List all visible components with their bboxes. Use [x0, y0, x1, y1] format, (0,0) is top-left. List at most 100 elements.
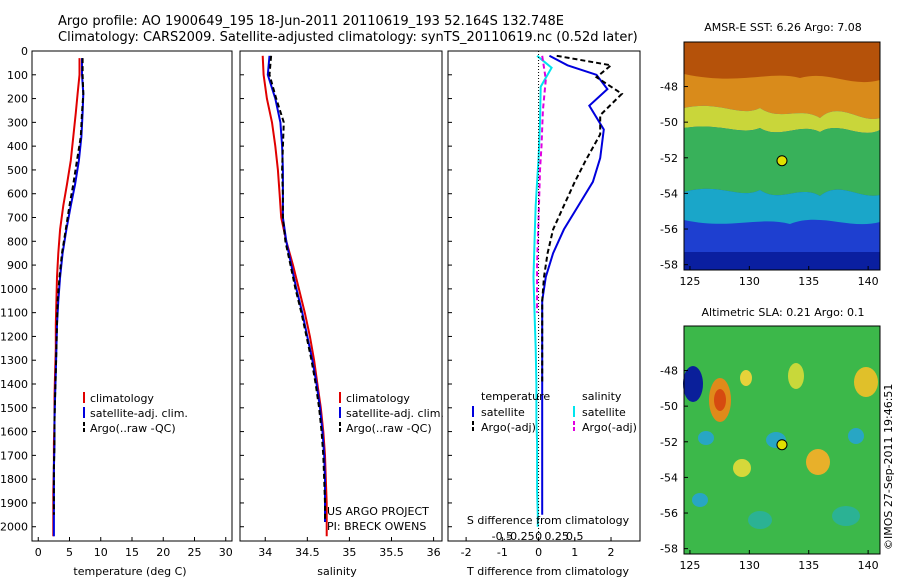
sst-warmest-band [684, 42, 880, 83]
depth-tick-label: 1200 [0, 330, 28, 343]
depth-tick-label: 400 [7, 140, 28, 153]
series-line-salinity-satellite [532, 55, 553, 527]
depth-tick-label: 800 [7, 235, 28, 248]
credit-stamp: ©IMOS 27-Sep-2011 19:46:51 [882, 384, 895, 550]
depth-tick-labels: 0 100 200 300 400 500 600 700 800 900 1000 1100 1200… [0, 45, 452, 534]
map-y-tick-label: -54 [660, 187, 678, 200]
temperature-series [52, 58, 85, 537]
sla-teal-eddy [748, 511, 772, 529]
x-tick-label: 10 [94, 546, 108, 559]
map-y-tick-label: -50 [660, 400, 678, 413]
map-y-tick-label: -48 [660, 81, 678, 94]
s-tick-label: 0 [535, 530, 542, 543]
temperature-ticks: 0 5 10 15 20 25 30 [35, 537, 233, 559]
x-tick-label: 34 [258, 546, 272, 559]
sla-low-anomaly [683, 366, 703, 402]
x-tick-label: 2 [608, 546, 615, 559]
map-y-tick-label: -58 [660, 543, 678, 556]
depth-tick-label: 1500 [0, 402, 28, 415]
map-y-tick-label: -48 [660, 365, 678, 378]
depth-tick-label: 1300 [0, 354, 28, 367]
sst-cold-band [684, 252, 880, 270]
map-y-tick-label: -52 [660, 436, 678, 449]
legend-label-climatology: climatology [346, 392, 410, 405]
legend-label-sal-argo: Argo(-adj) [582, 421, 637, 434]
sla-map-frame [683, 325, 881, 555]
salinity-ticks: 34 34.5 35 35.5 36 [258, 537, 441, 559]
series-line-argo-raw-qc- [268, 55, 326, 522]
series-line-climatology [261, 55, 328, 537]
map-x-tick-label: 135 [798, 559, 819, 572]
difference-series [532, 54, 624, 527]
s-tick-label: -0.5 [492, 530, 513, 543]
sst-float-marker [776, 155, 788, 167]
sla-map-title: Altimetric SLA: 0.21 Argo: 0.1 [701, 306, 864, 319]
map-y-tick-label: -56 [660, 507, 678, 520]
map-y-tick-label: -58 [660, 259, 678, 272]
sst-map-title: AMSR-E SST: 6.26 Argo: 7.08 [704, 21, 862, 34]
difference-xlabel2: S difference from climatology [467, 514, 630, 527]
depth-tick-label: 1800 [0, 473, 28, 486]
figure-title-line2: Climatology: CARS2009. Satellite-adjuste… [58, 30, 638, 45]
legend-label-satellite: satellite-adj. clim. [90, 407, 188, 420]
x-tick-label: 35 [342, 546, 356, 559]
depth-tick-label: 200 [7, 93, 28, 106]
sla-teal-eddy [832, 506, 860, 526]
difference-ticks: -2 -1 0 1 2 -0.5-0.25 0 0.250.5 [461, 530, 615, 559]
sst-map [683, 41, 881, 271]
depth-tick-label: 2000 [0, 521, 28, 534]
depth-tick-label: 1600 [0, 426, 28, 439]
s-tick-label: 0.25 [544, 530, 569, 543]
depth-tick-label: 1400 [0, 378, 28, 391]
sla-map [683, 325, 881, 555]
salinity-series [261, 55, 328, 537]
legend-title-salinity: salinity [582, 390, 622, 403]
legend-label-argo: Argo(..raw -QC) [90, 422, 176, 435]
map-x-tick-label: 125 [679, 559, 700, 572]
series-line-temperature-argo-adj- [541, 54, 624, 384]
x-tick-label: 25 [188, 546, 202, 559]
x-tick-label: 36 [427, 546, 441, 559]
sla-yellow-eddy [788, 363, 804, 389]
x-tick-label: 15 [125, 546, 139, 559]
map-y-tick-label: -54 [660, 471, 678, 484]
legend-label-temp-argo: Argo(-adj) [481, 421, 536, 434]
sst-cyan-band [684, 188, 880, 225]
sla-cyan-eddy [692, 493, 708, 507]
sla-orange-eddy [806, 449, 830, 475]
depth-tick-label: 500 [7, 164, 28, 177]
depth-tick-label: 1900 [0, 497, 28, 510]
sla-high-core [714, 389, 726, 411]
depth-tick-label: 700 [7, 212, 28, 225]
legend-label-argo: Argo(..raw -QC) [346, 422, 432, 435]
depth-tick-label: 1000 [0, 283, 28, 296]
series-line-salinity-argo-adj- [536, 55, 547, 313]
series-line-argo-raw-qc- [52, 58, 85, 515]
depth-tick-label: 300 [7, 116, 28, 129]
map-x-tick-label: 130 [739, 559, 760, 572]
difference-panel-frame [447, 50, 641, 542]
x-tick-label: 5 [66, 546, 73, 559]
difference-xlabel: T difference from climatology [466, 565, 629, 578]
sla-cyan-eddy [698, 431, 714, 445]
depth-tick-label: 600 [7, 188, 28, 201]
map-y-tick-label: -50 [660, 116, 678, 129]
depth-tick-label: 900 [7, 259, 28, 272]
legend-title-temperature: temperature [481, 390, 550, 403]
legend-label-climatology: climatology [90, 392, 154, 405]
x-tick-label: 30 [219, 546, 233, 559]
depth-tick-label: 1700 [0, 449, 28, 462]
legend-label-temp-satellite: satellite [481, 406, 525, 419]
x-tick-label: -1 [497, 546, 508, 559]
salinity-panel-frame [239, 50, 443, 542]
x-tick-label: 0 [35, 546, 42, 559]
sla-float-marker [776, 439, 788, 451]
x-tick-label: 1 [571, 546, 578, 559]
legend-label-sal-satellite: satellite [582, 406, 626, 419]
temperature-xlabel: temperature (deg C) [73, 565, 186, 578]
sla-yellow-eddy [854, 367, 878, 397]
map-x-tick-label: 140 [858, 275, 879, 288]
pi-note: PI: BRECK OWENS [327, 520, 426, 533]
